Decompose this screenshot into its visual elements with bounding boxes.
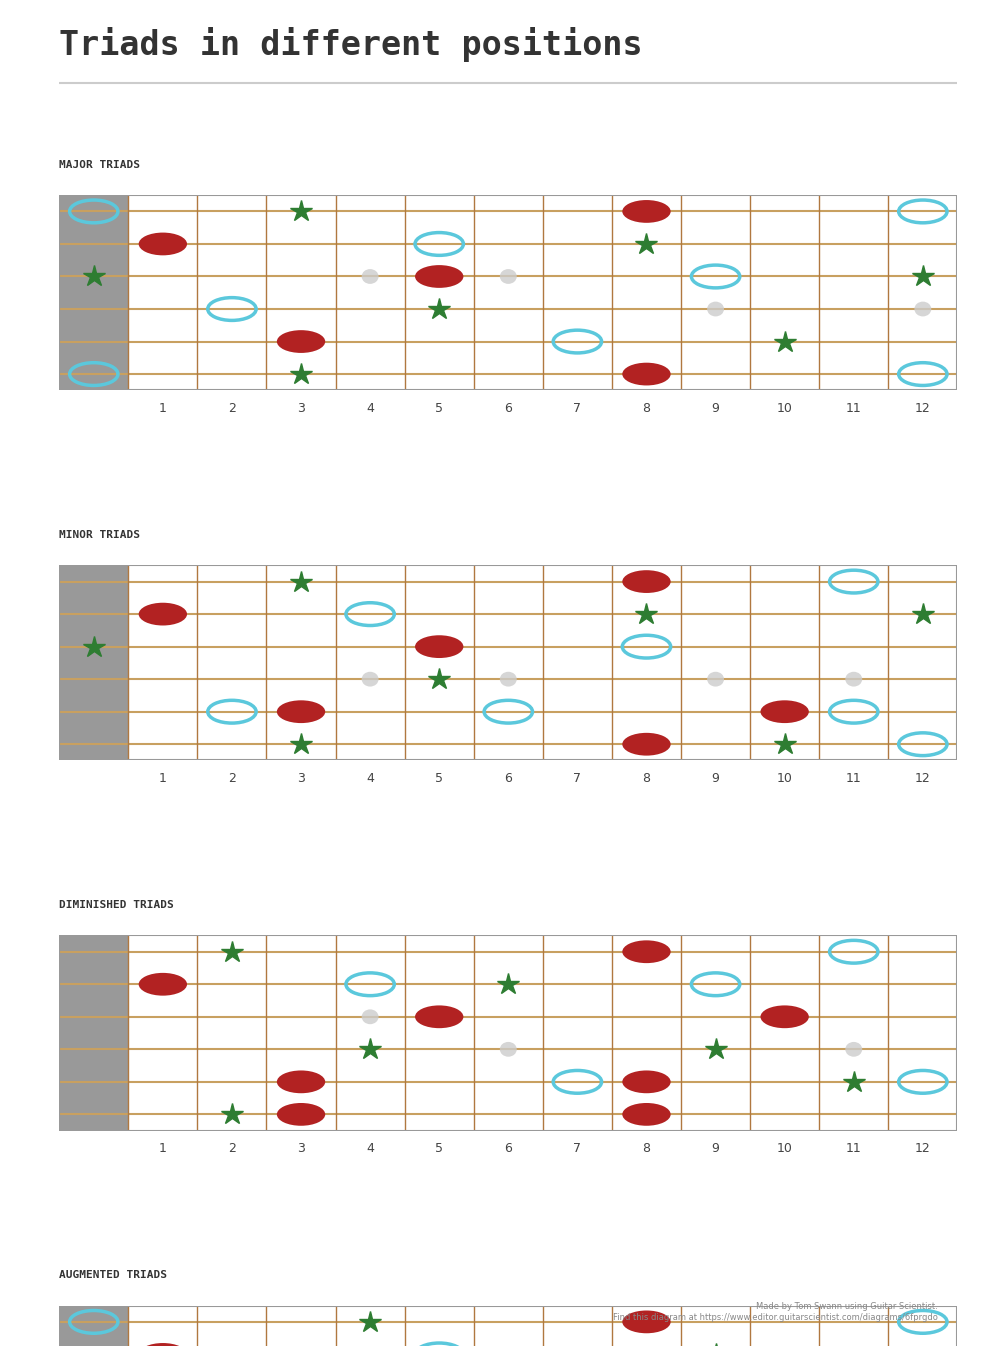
- Ellipse shape: [844, 1042, 862, 1057]
- Text: 11: 11: [845, 771, 861, 785]
- Ellipse shape: [499, 1042, 517, 1057]
- Circle shape: [138, 973, 186, 996]
- Ellipse shape: [706, 302, 724, 316]
- Text: 2: 2: [228, 1141, 236, 1155]
- Text: 1: 1: [159, 1141, 167, 1155]
- Text: 10: 10: [776, 1141, 792, 1155]
- Circle shape: [414, 1005, 462, 1028]
- Text: 10: 10: [776, 401, 792, 415]
- Circle shape: [276, 700, 325, 723]
- Text: Made by Tom Swann using Guitar Scientist.
Find this diagram at https://www.edito: Made by Tom Swann using Guitar Scientist…: [612, 1303, 937, 1322]
- Text: 8: 8: [642, 1141, 650, 1155]
- Text: 9: 9: [711, 771, 719, 785]
- Text: 12: 12: [914, 1141, 930, 1155]
- Text: AUGMENTED TRIADS: AUGMENTED TRIADS: [59, 1271, 167, 1280]
- Ellipse shape: [706, 672, 724, 686]
- Ellipse shape: [361, 1010, 379, 1024]
- Circle shape: [759, 700, 808, 723]
- Circle shape: [621, 1070, 670, 1093]
- Text: 5: 5: [435, 401, 443, 415]
- Circle shape: [621, 941, 670, 964]
- Text: MINOR TRIADS: MINOR TRIADS: [59, 530, 140, 540]
- Text: 11: 11: [845, 401, 861, 415]
- Text: MAJOR TRIADS: MAJOR TRIADS: [59, 160, 140, 170]
- Text: 6: 6: [504, 1141, 512, 1155]
- Circle shape: [138, 233, 186, 256]
- Text: 3: 3: [297, 401, 305, 415]
- Ellipse shape: [844, 672, 862, 686]
- FancyBboxPatch shape: [59, 1306, 128, 1346]
- Text: 5: 5: [435, 771, 443, 785]
- FancyBboxPatch shape: [59, 935, 128, 1131]
- Text: 1: 1: [159, 401, 167, 415]
- Text: 6: 6: [504, 771, 512, 785]
- Text: 2: 2: [228, 401, 236, 415]
- Text: 8: 8: [642, 401, 650, 415]
- Circle shape: [759, 1005, 808, 1028]
- Text: 8: 8: [642, 771, 650, 785]
- Text: 9: 9: [711, 1141, 719, 1155]
- Text: 4: 4: [366, 401, 374, 415]
- Text: 1: 1: [159, 771, 167, 785]
- Circle shape: [276, 1070, 325, 1093]
- Text: 4: 4: [366, 1141, 374, 1155]
- Text: 3: 3: [297, 771, 305, 785]
- Text: 12: 12: [914, 401, 930, 415]
- Circle shape: [621, 732, 670, 755]
- Circle shape: [621, 1102, 670, 1125]
- Circle shape: [414, 265, 462, 288]
- Circle shape: [621, 1311, 670, 1334]
- Text: 4: 4: [366, 771, 374, 785]
- Text: 9: 9: [711, 401, 719, 415]
- Circle shape: [621, 201, 670, 223]
- Ellipse shape: [361, 269, 379, 284]
- Ellipse shape: [361, 672, 379, 686]
- FancyBboxPatch shape: [59, 565, 128, 760]
- Circle shape: [276, 1102, 325, 1125]
- Text: 5: 5: [435, 1141, 443, 1155]
- Text: 12: 12: [914, 771, 930, 785]
- Circle shape: [621, 571, 670, 594]
- FancyBboxPatch shape: [59, 195, 128, 390]
- Circle shape: [138, 1343, 186, 1346]
- Text: 6: 6: [504, 401, 512, 415]
- Text: 7: 7: [573, 1141, 581, 1155]
- Text: Triads in different positions: Triads in different positions: [59, 27, 642, 62]
- Text: 2: 2: [228, 771, 236, 785]
- Circle shape: [138, 603, 186, 626]
- Circle shape: [621, 362, 670, 385]
- Text: 3: 3: [297, 1141, 305, 1155]
- Text: DIMINISHED TRIADS: DIMINISHED TRIADS: [59, 900, 174, 910]
- Text: 10: 10: [776, 771, 792, 785]
- Circle shape: [276, 330, 325, 353]
- Ellipse shape: [499, 269, 517, 284]
- Circle shape: [414, 635, 462, 658]
- Text: 11: 11: [845, 1141, 861, 1155]
- Ellipse shape: [499, 672, 517, 686]
- Text: 7: 7: [573, 401, 581, 415]
- Ellipse shape: [913, 302, 931, 316]
- Text: 7: 7: [573, 771, 581, 785]
